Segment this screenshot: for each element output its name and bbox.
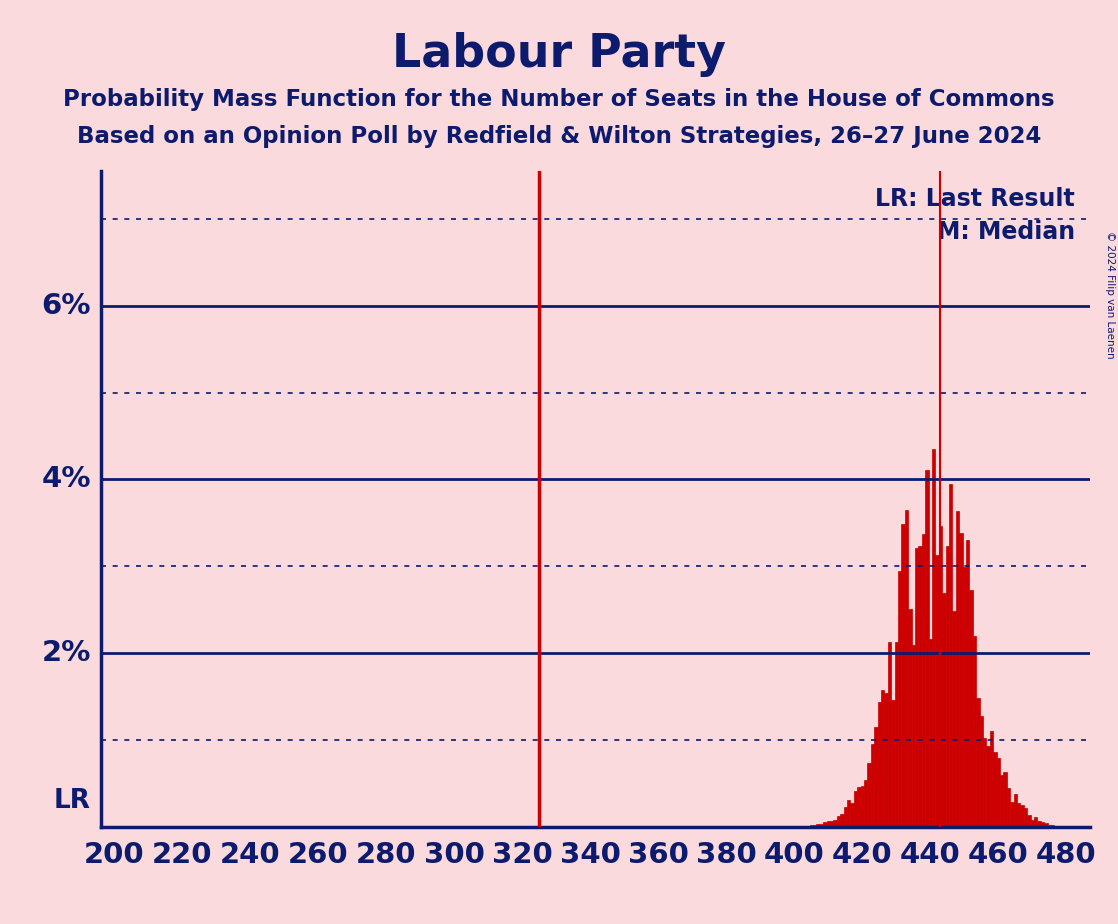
- Text: 6%: 6%: [41, 292, 91, 320]
- Bar: [823, 821, 826, 827]
- Bar: [1038, 821, 1041, 827]
- Bar: [926, 470, 929, 827]
- Bar: [942, 593, 946, 827]
- Bar: [973, 636, 976, 827]
- Bar: [844, 808, 847, 827]
- Bar: [1011, 802, 1014, 827]
- Bar: [904, 510, 908, 827]
- Bar: [1006, 787, 1011, 827]
- Text: 2%: 2%: [41, 639, 91, 667]
- Bar: [932, 449, 936, 827]
- Bar: [1027, 815, 1031, 827]
- Text: Labour Party: Labour Party: [392, 32, 726, 78]
- Bar: [894, 641, 898, 827]
- Bar: [996, 758, 999, 827]
- Bar: [993, 752, 996, 827]
- Bar: [851, 803, 854, 827]
- Bar: [884, 693, 888, 827]
- Text: Probability Mass Function for the Number of Seats in the House of Commons: Probability Mass Function for the Number…: [64, 88, 1054, 111]
- Bar: [939, 527, 942, 827]
- Bar: [1054, 825, 1058, 827]
- Bar: [979, 716, 983, 827]
- Bar: [1017, 803, 1021, 827]
- Bar: [874, 727, 878, 827]
- Bar: [1044, 823, 1048, 827]
- Text: LR: LR: [54, 788, 91, 814]
- Bar: [858, 786, 861, 827]
- Text: Based on an Opinion Poll by Redfield & Wilton Strategies, 26–27 June 2024: Based on an Opinion Poll by Redfield & W…: [77, 125, 1041, 148]
- Bar: [826, 821, 830, 827]
- Bar: [946, 546, 949, 827]
- Bar: [1058, 826, 1061, 827]
- Bar: [918, 546, 921, 827]
- Bar: [1031, 821, 1034, 827]
- Bar: [976, 699, 979, 827]
- Bar: [989, 731, 993, 827]
- Bar: [1041, 821, 1044, 827]
- Text: 4%: 4%: [41, 466, 91, 493]
- Bar: [888, 642, 891, 827]
- Bar: [878, 702, 881, 827]
- Bar: [864, 780, 868, 827]
- Bar: [908, 609, 911, 827]
- Bar: [871, 744, 874, 827]
- Bar: [1003, 772, 1006, 827]
- Bar: [833, 821, 836, 827]
- Bar: [816, 824, 819, 827]
- Bar: [921, 534, 926, 827]
- Bar: [1034, 818, 1038, 827]
- Bar: [915, 548, 918, 827]
- Bar: [881, 689, 884, 827]
- Bar: [836, 816, 840, 827]
- Bar: [956, 511, 959, 827]
- Bar: [959, 533, 963, 827]
- Bar: [999, 775, 1003, 827]
- Bar: [953, 612, 956, 827]
- Bar: [819, 824, 823, 827]
- Bar: [806, 826, 809, 827]
- Bar: [949, 483, 953, 827]
- Text: M: Median: M: Median: [937, 220, 1076, 244]
- Bar: [1014, 794, 1017, 827]
- Bar: [1021, 806, 1024, 827]
- Bar: [929, 639, 932, 827]
- Bar: [901, 524, 904, 827]
- Text: © 2024 Filip van Laenen: © 2024 Filip van Laenen: [1106, 231, 1115, 359]
- Bar: [983, 738, 986, 827]
- Bar: [969, 590, 973, 827]
- Bar: [966, 540, 969, 827]
- Bar: [898, 571, 901, 827]
- Bar: [963, 567, 966, 827]
- Bar: [813, 824, 816, 827]
- Bar: [830, 821, 833, 827]
- Bar: [868, 763, 871, 827]
- Bar: [1051, 825, 1054, 827]
- Bar: [891, 699, 894, 827]
- Bar: [854, 791, 858, 827]
- Text: LR: Last Result: LR: Last Result: [875, 188, 1076, 212]
- Bar: [861, 786, 864, 827]
- Bar: [1048, 825, 1051, 827]
- Bar: [936, 555, 939, 827]
- Bar: [840, 814, 844, 827]
- Bar: [1024, 808, 1027, 827]
- Bar: [986, 746, 989, 827]
- Bar: [847, 800, 851, 827]
- Bar: [911, 645, 915, 827]
- Bar: [809, 825, 813, 827]
